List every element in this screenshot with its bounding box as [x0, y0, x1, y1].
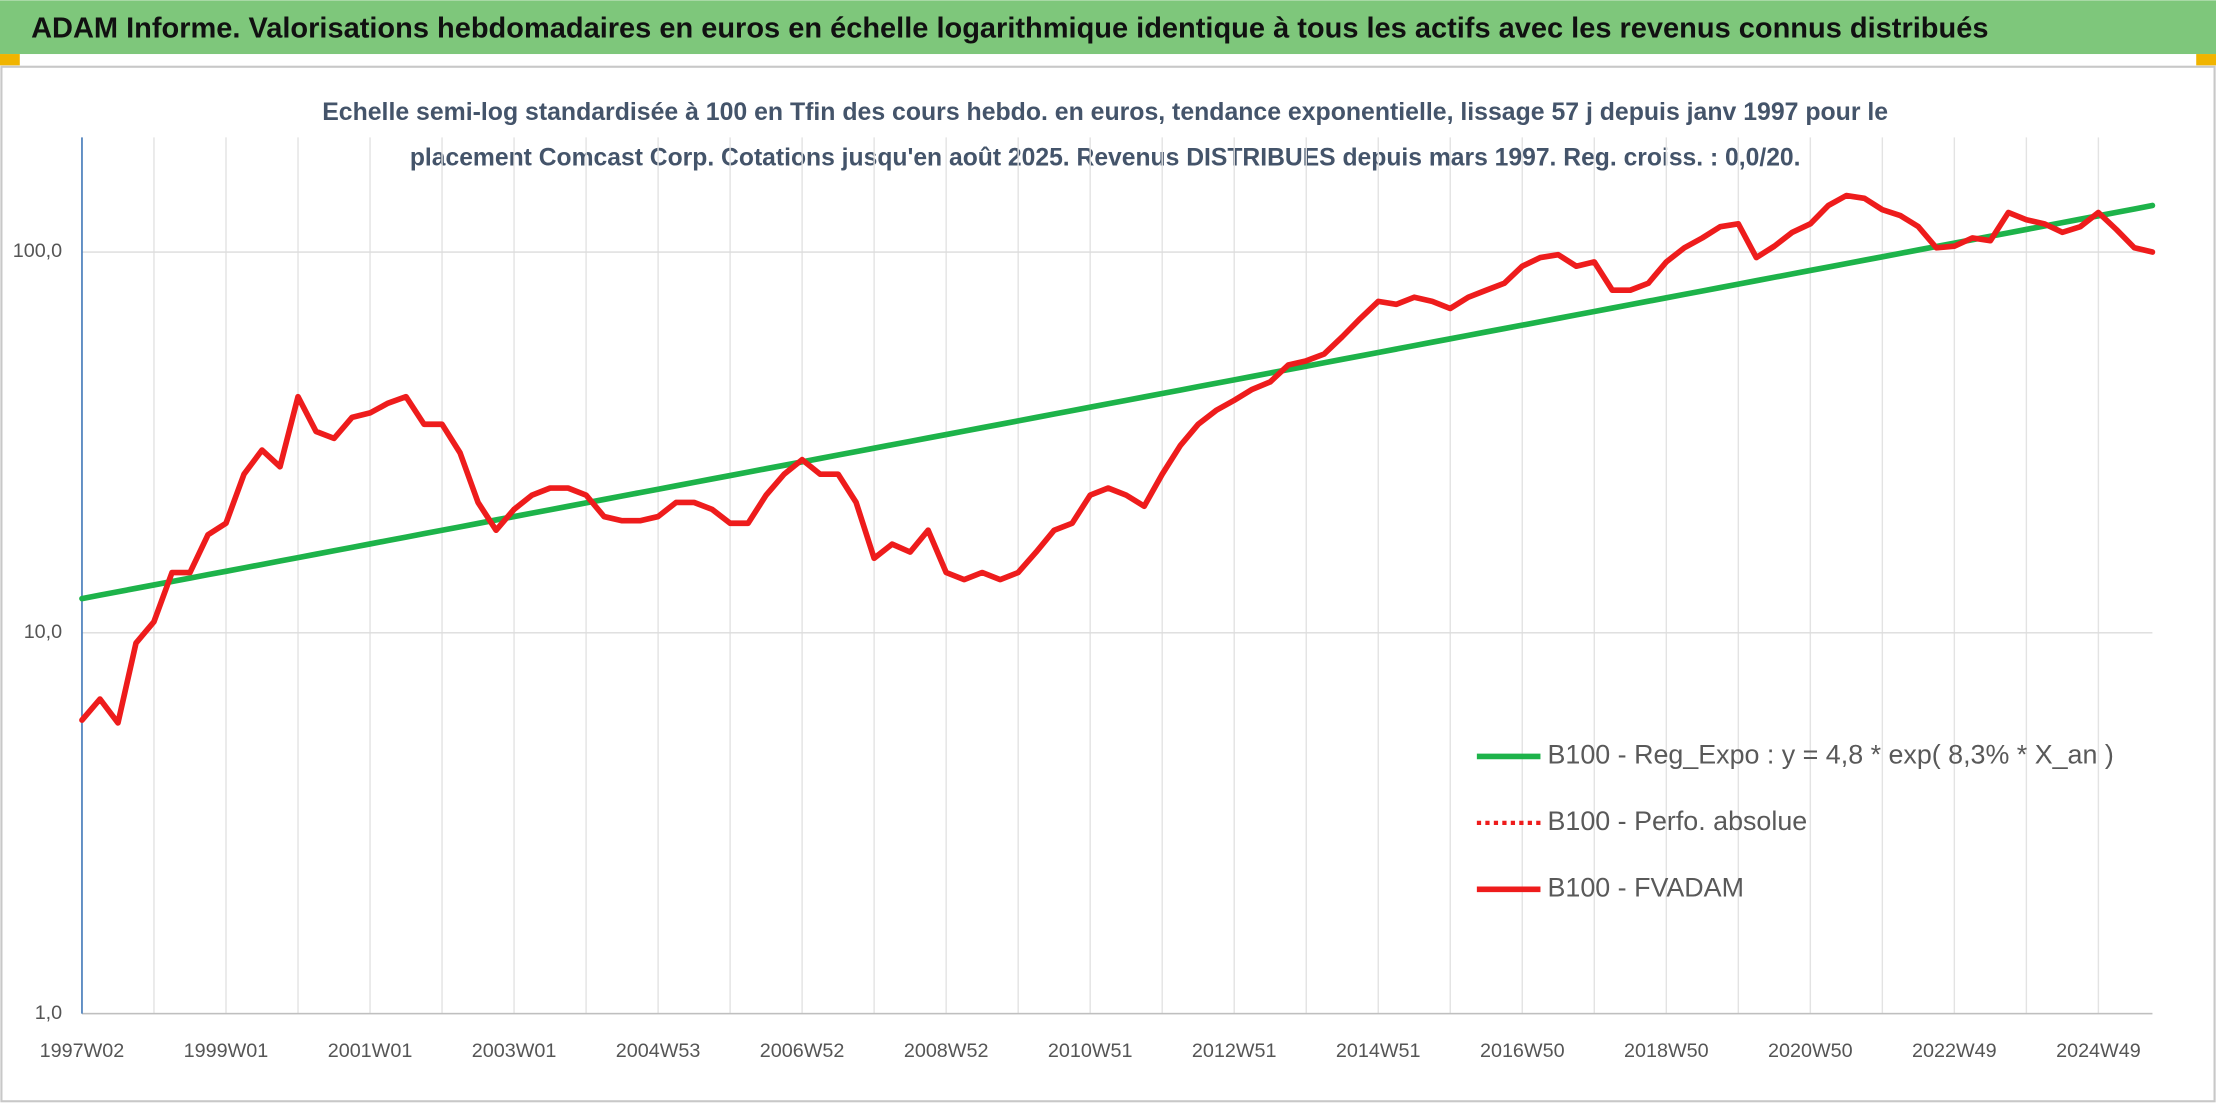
x-tick-label: 2006W52: [760, 1040, 845, 1062]
y-tick-label: 100,0: [13, 240, 62, 262]
corner-mark: [2196, 54, 2216, 66]
x-tick-label: 1999W01: [184, 1040, 269, 1062]
x-tick-label: 2018W50: [1624, 1040, 1709, 1062]
x-tick-label: 1997W02: [40, 1040, 125, 1062]
x-tick-label: 2022W49: [1912, 1040, 1997, 1062]
x-tick-label: 2008W52: [904, 1040, 989, 1062]
chart-subtitle: Echelle semi-log standardisée à 100 en T…: [322, 98, 1888, 126]
legend-label: B100 - Reg_Expo : y = 4,8 * exp( 8,3% * …: [1548, 740, 2114, 770]
data-line: [79, 202, 2156, 602]
chart-title: ADAM Informe. Valorisations hebdomadaire…: [31, 11, 1988, 43]
y-tick-label: 1,0: [35, 1002, 62, 1024]
header-band: [0, 0, 2216, 55]
chart-frame: [0, 65, 2216, 1103]
x-tick-label: 2016W50: [1480, 1040, 1565, 1062]
chart-subtitle: placement Comcast Corp. Cotations jusqu'…: [410, 143, 1801, 171]
data-line: [79, 192, 2156, 726]
legend-label: B100 - FVADAM: [1548, 872, 1744, 902]
x-tick-label: 2003W01: [472, 1040, 557, 1062]
x-tick-label: 2012W51: [1192, 1040, 1277, 1062]
y-tick-label: 10,0: [24, 621, 62, 643]
x-tick-label: 2001W01: [328, 1040, 413, 1062]
x-tick-label: 2010W51: [1048, 1040, 1133, 1062]
legend-label: B100 - Perfo. absolue: [1548, 806, 1808, 836]
x-tick-label: 2004W53: [616, 1040, 701, 1062]
corner-mark: [0, 54, 20, 66]
x-tick-label: 2020W50: [1768, 1040, 1853, 1062]
x-tick-label: 2014W51: [1336, 1040, 1421, 1062]
x-tick-label: 2024W49: [2056, 1040, 2141, 1062]
